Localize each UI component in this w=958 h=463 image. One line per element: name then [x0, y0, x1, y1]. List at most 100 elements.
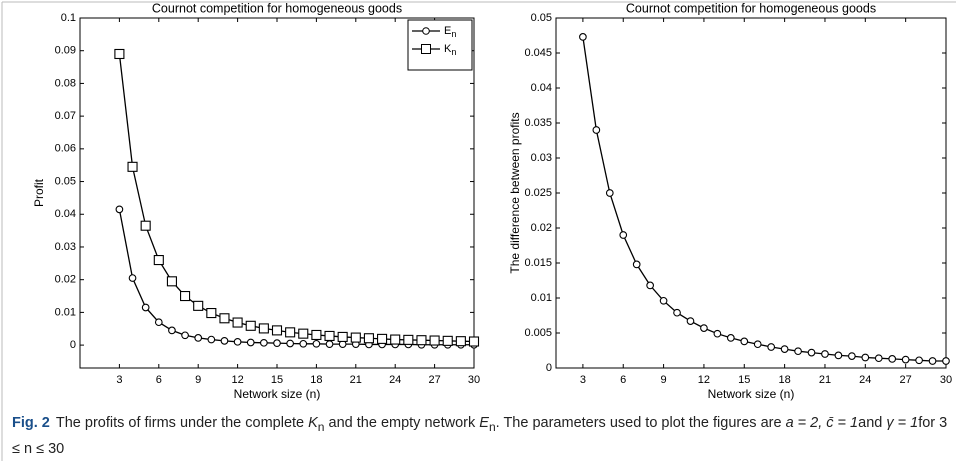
legend-label: Kn — [444, 43, 456, 57]
marker — [468, 336, 480, 347]
marker — [337, 331, 348, 342]
x-tick-label: 24 — [389, 374, 401, 386]
y-axis-label: The difference between profits — [508, 112, 522, 273]
marker — [726, 334, 735, 342]
x-tick-label: 6 — [156, 374, 162, 386]
marker — [429, 335, 440, 346]
marker — [194, 334, 203, 342]
marker — [168, 326, 176, 335]
chart-title: Cournot competition for homogeneous good… — [626, 1, 876, 15]
caption-text: and the empty network — [324, 415, 480, 431]
y-tick-label: 0.06 — [55, 143, 76, 155]
marker — [324, 330, 335, 341]
marker — [713, 329, 722, 338]
marker — [285, 327, 296, 338]
marker — [753, 340, 762, 349]
marker — [390, 334, 401, 345]
marker — [442, 335, 453, 346]
marker — [140, 220, 151, 231]
marker — [632, 260, 641, 269]
series-line — [118, 53, 475, 343]
marker — [299, 339, 308, 348]
x-axis-label: Network size (n) — [708, 387, 795, 401]
y-tick-label: 0 — [546, 362, 552, 374]
marker — [114, 48, 125, 60]
x-tick-label: 6 — [620, 374, 626, 386]
marker — [686, 317, 695, 325]
marker — [942, 357, 950, 365]
marker — [220, 337, 229, 345]
marker — [181, 331, 189, 340]
y-tick-label: 0.07 — [55, 110, 76, 122]
y-tick-label: 0.03 — [55, 241, 76, 253]
x-tick-label: 12 — [231, 374, 243, 386]
marker — [619, 231, 628, 239]
y-tick-label: 0.08 — [55, 77, 76, 89]
marker — [901, 355, 910, 364]
legend-box — [407, 19, 473, 71]
marker — [646, 281, 654, 290]
x-tick-label: 9 — [195, 374, 201, 386]
caption-text: for 3 ≤ n ≤ 30 — [12, 415, 948, 457]
marker — [206, 307, 217, 319]
y-tick-label: 0 — [70, 339, 76, 351]
marker — [246, 338, 255, 347]
marker — [286, 339, 294, 348]
y-tick-label: 0.015 — [524, 257, 552, 269]
marker — [807, 348, 816, 357]
marker — [180, 290, 191, 302]
marker — [592, 126, 601, 134]
marker — [245, 320, 256, 331]
series-line — [118, 209, 474, 346]
marker — [311, 329, 322, 341]
marker — [312, 339, 321, 348]
x-tick-label: 27 — [900, 374, 912, 386]
marker — [115, 205, 124, 214]
marker — [821, 350, 829, 358]
marker — [207, 335, 216, 344]
x-tick-label: 21 — [350, 374, 362, 386]
marker — [153, 255, 164, 266]
marker — [780, 345, 789, 353]
caption-text: and — [858, 415, 887, 431]
marker — [673, 308, 681, 317]
y-tick-label: 0.05 — [55, 175, 76, 187]
x-tick-label: 3 — [116, 374, 122, 386]
marker — [888, 355, 897, 363]
plot-area — [555, 17, 947, 369]
y-tick-label: 0.02 — [55, 274, 76, 286]
caption-text: γ = 1 — [886, 415, 919, 431]
x-tick-label: 27 — [428, 374, 440, 386]
y-tick-label: 0.04 — [531, 82, 552, 94]
marker — [232, 317, 243, 328]
marker — [403, 334, 414, 345]
x-tick-label: 18 — [778, 374, 790, 386]
x-tick-label: 24 — [859, 374, 871, 386]
marker — [363, 333, 374, 344]
marker — [325, 340, 334, 348]
y-tick-label: 0.03 — [531, 152, 552, 164]
caption-label: Fig. 2 — [12, 415, 50, 431]
x-tick-label: 3 — [580, 374, 586, 386]
x-tick-label: 12 — [698, 374, 710, 386]
y-tick-label: 0.02 — [531, 222, 552, 234]
marker — [350, 332, 361, 343]
marker — [659, 296, 668, 305]
marker — [260, 338, 268, 347]
x-tick-label: 18 — [310, 374, 322, 386]
caption-text: K — [308, 415, 318, 431]
marker — [219, 313, 230, 324]
x-axis-label: Network size (n) — [234, 387, 321, 401]
caption-text: The profits of firms under the complete — [55, 415, 309, 431]
y-tick-label: 0.09 — [55, 45, 76, 57]
marker — [127, 161, 138, 172]
marker — [258, 323, 269, 334]
series-line — [582, 36, 946, 362]
marker — [834, 351, 843, 360]
y-tick-label: 0.01 — [55, 306, 76, 318]
marker — [794, 347, 802, 356]
marker — [193, 300, 204, 311]
marker — [416, 335, 427, 346]
x-tick-label: 15 — [738, 374, 750, 386]
